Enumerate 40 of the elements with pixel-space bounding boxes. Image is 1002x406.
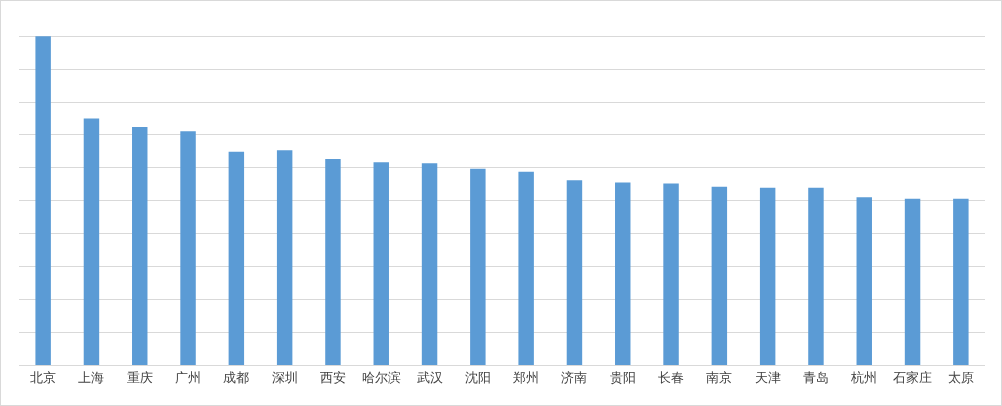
bar [373, 162, 389, 365]
bar [421, 163, 438, 365]
bar [808, 187, 824, 365]
bar [83, 118, 100, 365]
bar [615, 182, 631, 365]
x-tick-label: 南京 [706, 369, 733, 385]
x-tick-label: 济南 [561, 369, 588, 385]
x-tick-label: 重庆 [126, 369, 153, 385]
x-tick-label: 深圳 [271, 369, 298, 385]
bar [228, 151, 245, 365]
bar [470, 168, 486, 365]
x-tick-label: 太原 [947, 369, 974, 385]
x-tick-label: 沈阳 [464, 369, 491, 385]
x-tick-label: 上海 [78, 369, 105, 385]
bar [276, 150, 293, 365]
bar [904, 198, 921, 365]
bar [132, 127, 148, 365]
x-tick-label: 石家庄 [893, 369, 933, 385]
x-tick-label: 广州 [175, 369, 202, 385]
x-tick-label: 青岛 [802, 369, 829, 385]
x-tick-label: 哈尔滨 [361, 369, 401, 385]
bar [35, 36, 51, 365]
x-tick-label: 郑州 [513, 369, 540, 385]
bar [518, 171, 534, 365]
bar [856, 197, 872, 365]
x-tick-label: 武汉 [416, 369, 443, 385]
x-tick-label: 北京 [30, 369, 57, 385]
x-tick-label: 贵阳 [609, 369, 636, 385]
x-tick-label: 长春 [658, 369, 685, 385]
x-tick-label: 杭州 [850, 369, 878, 385]
bar [663, 183, 679, 365]
bar [325, 158, 341, 365]
bar [566, 180, 583, 365]
bar [180, 131, 196, 365]
bar [711, 186, 728, 365]
x-tick-label: 天津 [754, 369, 781, 385]
x-tick-label: 成都 [223, 369, 250, 385]
x-tick-label: 西安 [319, 369, 346, 385]
bar [953, 198, 969, 365]
bar [759, 187, 776, 365]
